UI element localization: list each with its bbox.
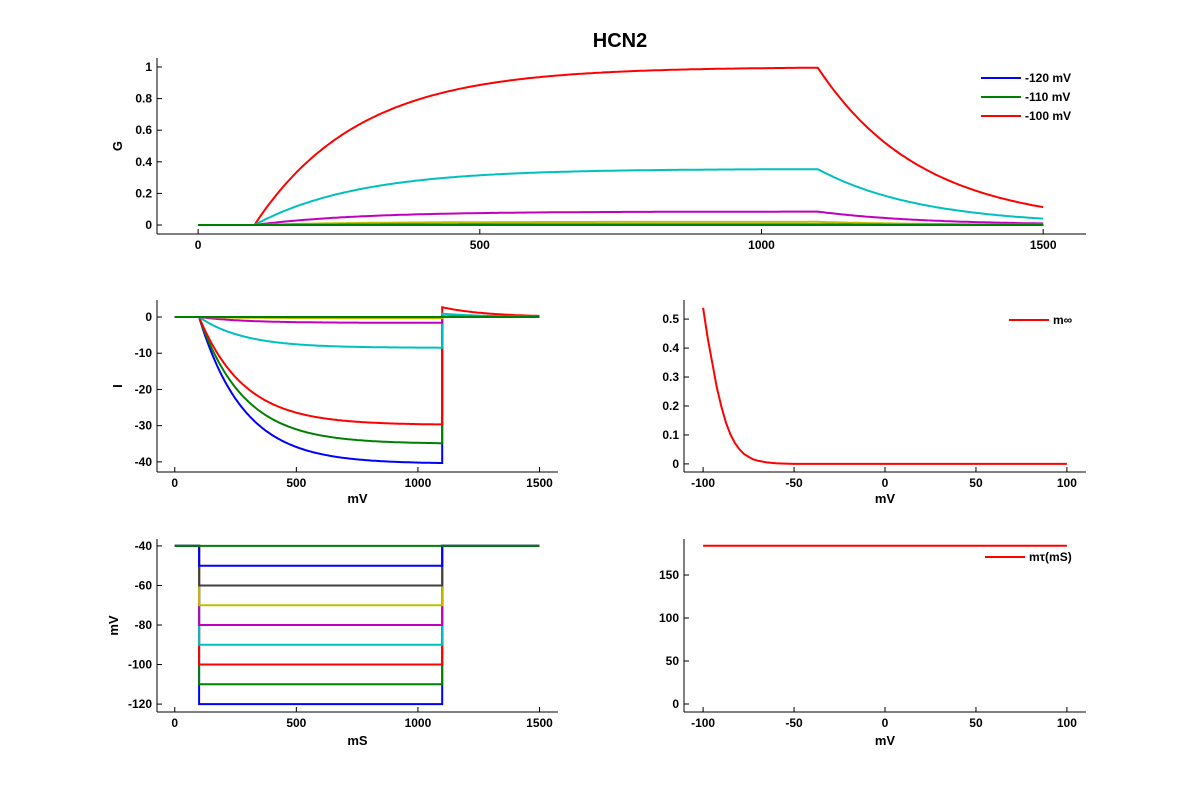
- y-tick-label: 0: [145, 218, 152, 232]
- legend-label: -120 mV: [1025, 71, 1071, 85]
- x-tick-label: -100: [691, 476, 715, 490]
- y-tick-label: 50: [666, 654, 680, 668]
- y-tick-label: 0.8: [135, 92, 152, 106]
- y-tick-label: 0.2: [662, 399, 679, 413]
- axes-g: 0 500 1000 1500 0 0.2 0.4 0.6 0.8 1 G -120 mV -110 m…: [110, 58, 1086, 252]
- y-tick-label: 0.4: [662, 341, 679, 355]
- series-line-g-3: [198, 168, 1044, 226]
- y-tick-label: 0: [145, 310, 152, 324]
- y-tick-label: 0.4: [135, 155, 152, 169]
- series-line-minf-0: [702, 307, 1067, 465]
- series-line-g-4: [198, 210, 1044, 226]
- y-tick-label: 100: [659, 611, 679, 625]
- y-axis-label: G: [110, 141, 125, 151]
- axes-i: 0 500 1000 1500 -40 -30 -20 -10 0 mV I: [110, 300, 558, 506]
- x-tick-label: -100: [691, 716, 715, 730]
- x-tick-label: -50: [785, 476, 803, 490]
- x-tick-label: 50: [969, 476, 983, 490]
- x-tick-label: 1500: [526, 716, 553, 730]
- y-tick-label: 0.3: [662, 370, 679, 384]
- x-tick-label: 50: [969, 716, 983, 730]
- x-tick-label: 1000: [748, 238, 775, 252]
- x-axis-label: mV: [875, 491, 896, 506]
- axes-mtau: -100 -50 0 50 100 0 50 100 150 mV mτ(mS): [659, 539, 1086, 748]
- y-tick-label: 0.1: [662, 428, 679, 442]
- legend-label: -100 mV: [1025, 109, 1071, 123]
- x-tick-label: 100: [1057, 476, 1077, 490]
- x-tick-label: 0: [882, 716, 889, 730]
- y-tick-label: 0: [672, 697, 679, 711]
- y-tick-label: 0.6: [135, 123, 152, 137]
- x-tick-label: 500: [470, 238, 490, 252]
- x-axis-label: mV: [875, 733, 896, 748]
- y-tick-label: 0: [672, 457, 679, 471]
- x-tick-label: 500: [286, 476, 306, 490]
- y-tick-label: -60: [135, 578, 153, 592]
- x-tick-label: 100: [1057, 716, 1077, 730]
- y-tick-label: -100: [128, 658, 152, 672]
- legend-g: -120 mV -110 mV -100 mV: [981, 71, 1071, 123]
- x-axis-label: mS: [347, 733, 368, 748]
- series-line-g-5: [198, 220, 1044, 226]
- y-axis-label: I: [110, 384, 125, 388]
- legend-mtau: mτ(mS): [985, 550, 1072, 564]
- x-tick-label: 0: [171, 476, 178, 490]
- axes-v: 0 500 1000 1500 -120 -100 -80 -60 -40 mS mV: [106, 539, 558, 748]
- series-line-g-2: [198, 66, 1044, 226]
- y-tick-label: -10: [135, 346, 153, 360]
- x-tick-label: -50: [785, 716, 803, 730]
- y-tick-label: -120: [128, 697, 152, 711]
- y-tick-label: -20: [135, 382, 153, 396]
- x-tick-label: 0: [195, 238, 202, 252]
- y-tick-label: 150: [659, 568, 679, 582]
- chart-title: HCN2: [593, 30, 647, 52]
- legend-label: mτ(mS): [1029, 550, 1072, 564]
- x-tick-label: 1000: [405, 716, 432, 730]
- x-axis-label: mV: [347, 491, 368, 506]
- y-tick-label: 1: [145, 60, 152, 74]
- axes-minf: -100 -50 0 50 100 0 0.1 0.2 0.3 0.4 0.5 mV m∞: [662, 300, 1086, 506]
- x-tick-label: 500: [286, 716, 306, 730]
- y-tick-label: -40: [135, 455, 153, 469]
- x-tick-label: 1000: [405, 476, 432, 490]
- series-line-i-3: [174, 312, 540, 349]
- x-tick-label: 1500: [526, 476, 553, 490]
- y-tick-label: 0.2: [135, 186, 152, 200]
- x-tick-label: 0: [882, 476, 889, 490]
- y-tick-label: -30: [135, 419, 153, 433]
- y-tick-label: 0.5: [662, 312, 679, 326]
- y-tick-label: -80: [135, 618, 153, 632]
- legend-minf: m∞: [1009, 313, 1072, 327]
- y-tick-label: -40: [135, 539, 153, 553]
- series-line-i-2: [174, 305, 540, 426]
- legend-label: -110 mV: [1025, 90, 1070, 104]
- x-tick-label: 0: [171, 716, 178, 730]
- y-axis-label: mV: [106, 615, 121, 636]
- x-tick-label: 1500: [1030, 238, 1057, 252]
- legend-label: m∞: [1053, 313, 1072, 327]
